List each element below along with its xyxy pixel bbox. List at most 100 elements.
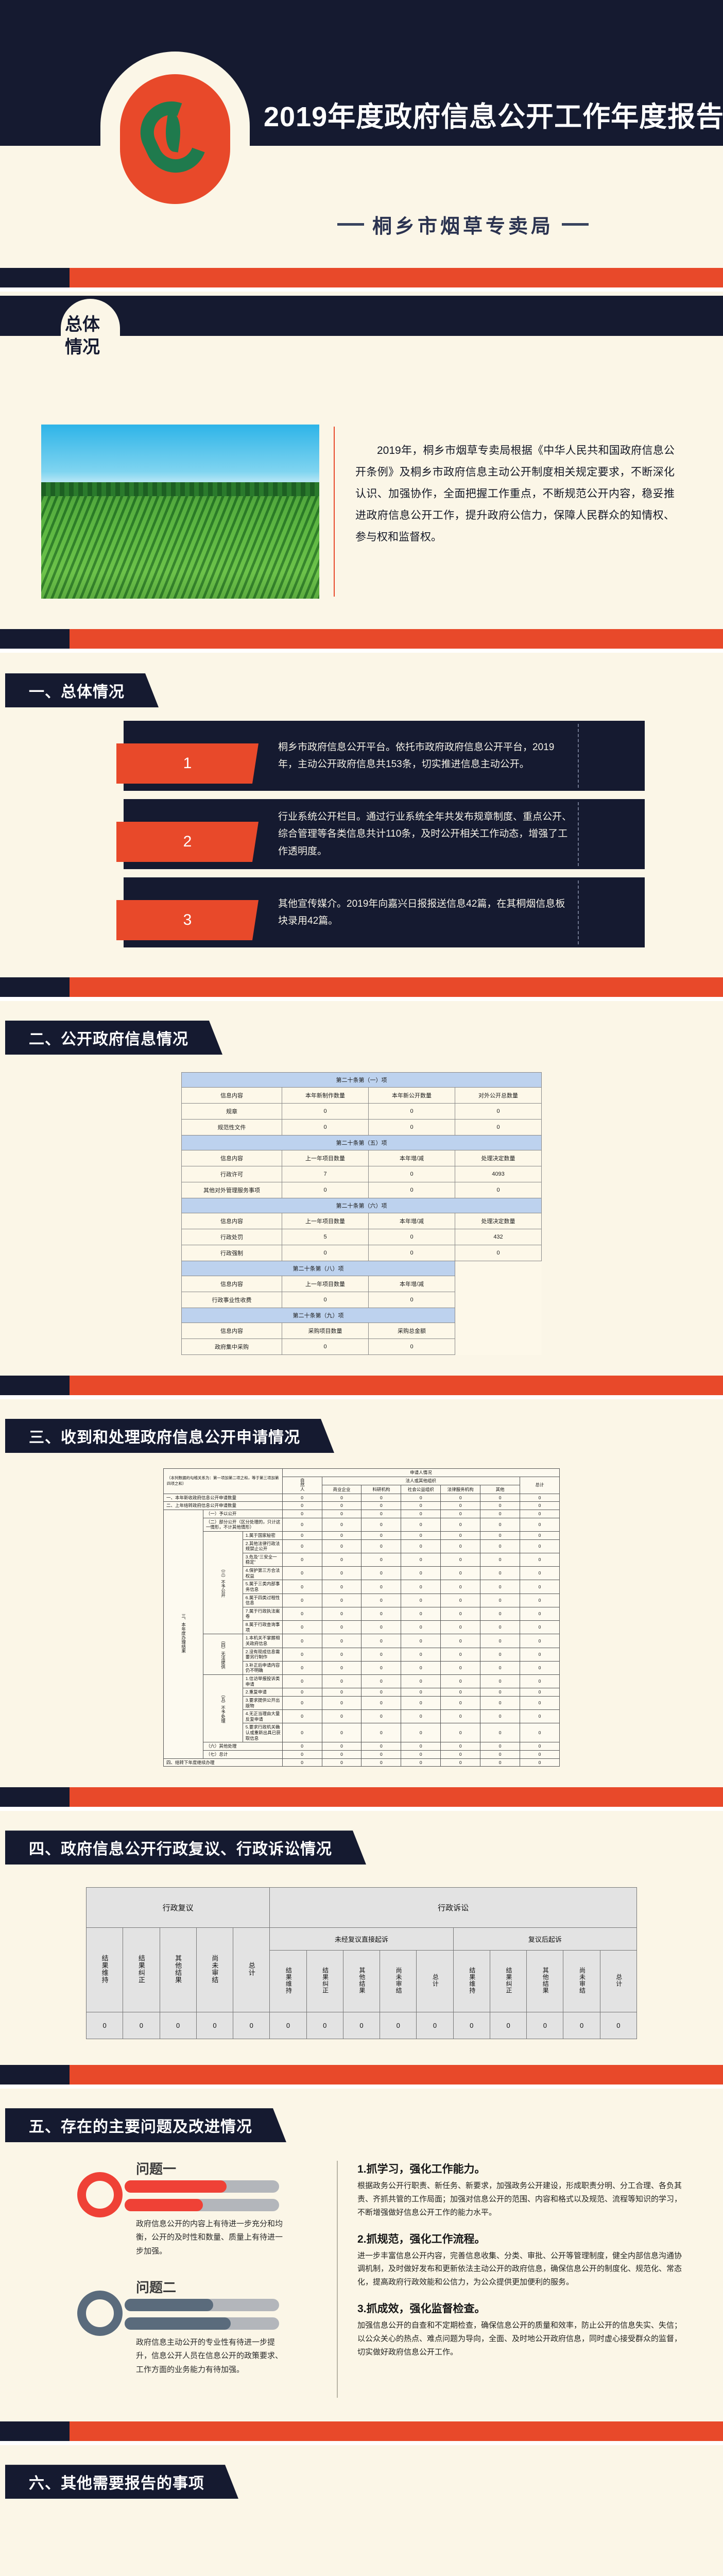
table-header-cell: 信息内容 [181,1087,282,1104]
cannot-provide-vertical-label: （四）无法提供 [202,1634,243,1675]
table-header-cell: 处理决定数量 [455,1213,542,1229]
improvements-column: 1.抓学习，强化工作能力。 根据政务公开行职责、新任务、新要求，加强政务公开建设… [337,2161,682,2398]
table-row: （二）部分公开（区分处理的，只计这一情形，不计其他情形） 0 0 0 0 0 0 0 [164,1517,560,1532]
table-cell: 0 [321,1674,362,1689]
table-cell: 0 [599,2012,638,2040]
row-label: 5.要求行政机关确认或重新出具已获取信息 [242,1723,283,1743]
table-cell: 0 [361,1750,402,1759]
table-cell: 0 [440,1660,481,1675]
slide-gap-2 [0,649,723,653]
table-cell: 0 [401,1723,441,1743]
table-row: 4.无正当理由大量反复申请 0 0 0 0 0 0 0 [164,1709,560,1724]
table-cell: 0 [401,1510,441,1518]
table-cell: 0 [321,1566,362,1581]
table-group-row: 第二十条第（一）项 [181,1072,542,1088]
table-row: 行政事业性收费 0 0 [181,1292,542,1308]
no-public-vertical-label: （三）不予公开 [202,1531,243,1635]
banner-bg [5,1831,366,1865]
card-text: 行业系统公开栏目。通过行业系统全年共发布规章制度、重点公开、综合管理等各类信息共… [278,811,572,857]
table-cell: 0 [480,1566,521,1581]
table-cell: 0 [282,1593,322,1607]
card-dashed-rule [578,802,579,866]
table-cell: 0 [321,1688,362,1697]
table-cell: 0 [480,1688,521,1697]
overall-navy-band [0,296,723,336]
table-cell: 0 [520,1510,560,1518]
improvement-heading: 1.抓学习，强化工作能力。 [357,2163,486,2176]
applications-table: （本列数据的勾稽关系为：第一项加第二项之和，等于第三项加第四项之和） 申请人情况自… [163,1468,560,1767]
progress-bar-1 [125,2299,279,2312]
table-header-cell: 对外公开总数量 [455,1087,542,1104]
table-cell: 0 [361,1723,402,1743]
table-cell: 0 [321,1758,362,1767]
divider-orange-block [70,268,723,287]
table-cell: 0 [321,1517,362,1532]
table-cell: 0 [440,1758,481,1767]
slide-gap-4 [0,1395,723,1399]
table-header-row: 自然人 法人或其他组织 总计 [164,1476,560,1494]
table-header-cell: 尚未审结 [563,1950,600,2013]
table-cell: 0 [520,1723,560,1743]
table-cell: 0 [321,1750,362,1759]
table-cell: 0 [282,1338,369,1355]
divider-orange-block [70,1376,723,1395]
table-header-cell: 商业企业 [321,1485,362,1494]
row-label: （六）其他处理 [202,1742,283,1751]
table-header-row: 信息内容 上一年项目数量 本年增/减 [181,1276,542,1292]
table-group-title: 第二十条第（一）项 [181,1072,542,1088]
table-header-row: 信息内容 上一年项目数量 本年增/减 处理决定数量 [181,1150,542,1166]
table-cell: 0 [520,1552,560,1567]
table-cell: 0 [282,1103,369,1120]
table-cell: 0 [480,1709,521,1724]
table-cell: 0 [563,2012,600,2040]
photo-crop-field [41,496,319,599]
table-group-row: 第二十条第（五）项 [181,1135,542,1150]
table-cell: 0 [520,1742,560,1751]
improvement-item: 1.抓学习，强化工作能力。 根据政务公开行职责、新任务、新要求，加强政务公开建设… [357,2161,682,2219]
table-cell: 0 [368,1103,455,1120]
table-row: 政府集中采购 0 0 [181,1338,542,1355]
problems-column: 问题一 政府信息公开的内容上有待进一步充分和均衡，公开的及时性和数量、质量上有待… [77,2161,319,2398]
table-group-row: 第二十条第（八）项 [181,1261,542,1276]
table-cell: 行政处罚 [181,1229,282,1245]
table-row: 行政强制 0 0 0 [181,1245,542,1261]
progress-bar-2 [125,2317,279,2330]
improvement-text: 根据政务公开行职责、新任务、新要求，加强政务公开建设，形成职责分明、分工合理、各… [357,2181,682,2217]
table-header-cell: 上一年项目数量 [282,1213,369,1229]
table-cell: 0 [321,1723,362,1743]
problem-title: 问题二 [136,2280,177,2296]
table-cell: 0 [480,1593,521,1607]
table-header-cell: 采购项目数量 [282,1323,369,1339]
table-cell: 0 [282,1709,322,1724]
table-cell: 0 [233,2012,270,2040]
table-cell: 0 [282,1292,369,1308]
table-cell: 0 [440,1593,481,1607]
table-cell: 0 [489,2012,527,2040]
improvement-heading: 2.抓规范，强化工作流程。 [357,2233,486,2245]
section-1-banner: 一、总体情况 [5,673,159,707]
improvement-item: 2.抓规范，强化工作流程。 进一步丰富信息公开内容，完善信息收集、分类、审批、公… [357,2231,682,2289]
table-cell: 0 [480,1552,521,1567]
table-cell: 0 [401,1688,441,1697]
divider-navy-block [0,1787,70,1807]
table-cell: 0 [520,1709,560,1724]
row-label: 3.补正后申请内容仍不明确 [242,1660,283,1675]
divider-orange-block [70,2065,723,2085]
table-cell: 0 [361,1606,402,1621]
table-header-cell: 法律服务机构 [440,1485,481,1494]
table-cell: 0 [321,1709,362,1724]
table-cell: 0 [401,1660,441,1675]
table-header-cell: 信息内容 [181,1213,282,1229]
section-5-title: 五、存在的主要问题及改进情况 [29,2119,252,2136]
table-row: 其他对外管理服务事项 0 0 0 [181,1182,542,1198]
table-header-cell: 尚未审结 [196,1927,234,2013]
table-cell: 0 [440,1606,481,1621]
table-cell: 0 [401,1580,441,1594]
table-cell: 0 [401,1517,441,1532]
table-cell: 0 [321,1647,362,1662]
slide-gap-1 [0,287,723,292]
table-cell: 政府集中采购 [181,1338,282,1355]
table-cell: 0 [401,1696,441,1710]
table-cell: 0 [520,1593,560,1607]
table-cell: 0 [85,2012,124,2040]
